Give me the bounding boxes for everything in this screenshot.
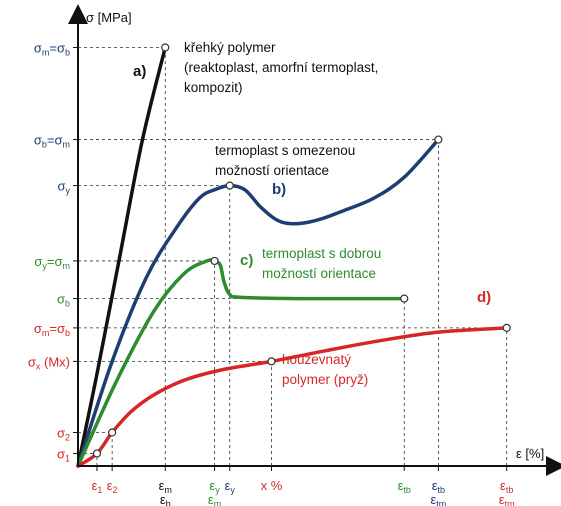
x-tick-label: εy​ [225, 478, 236, 495]
curve-annotations: a) křehký polymer (reaktoplast, amorfní te… [133, 40, 491, 387]
curve-marker [400, 294, 409, 303]
x-axis-label: ε [%] [516, 446, 544, 461]
y-tick-label: σb​ [57, 292, 70, 309]
curve-marker [161, 43, 170, 52]
curve-label-line: kompozit) [184, 80, 243, 95]
y-tick-label: σy​ [57, 179, 70, 196]
x-tick-label: εtb​ [398, 478, 411, 495]
x-tick-label: ε1​ [92, 478, 103, 495]
y-tick-label: σx​ (Mx) [28, 354, 70, 371]
x-tick-label-2: εtm​ [499, 492, 515, 506]
curve-a [76, 45, 168, 468]
curve-b [76, 137, 441, 468]
x-tick-label: x % [261, 478, 283, 493]
y-tick-label: σm​=σb​ [34, 321, 70, 338]
x-tick-label: εm​ [159, 478, 172, 495]
y-axis-label: σ [MPa] [86, 10, 132, 25]
x-tick-label-2: εtm​ [430, 492, 446, 506]
curve-marker [210, 256, 219, 266]
x-tick-label: εtb​ [500, 478, 513, 495]
curve-label-line: polymer (pryž) [282, 372, 368, 387]
curve-marker [267, 357, 276, 366]
curve-marker [225, 181, 234, 190]
y-tick-label: σm​=σb​ [34, 40, 70, 57]
curve-letter: a) [133, 63, 146, 80]
curve-markers [92, 43, 511, 458]
curve-label-line: možností orientace [262, 266, 376, 281]
curve-letter: b) [272, 181, 286, 198]
y-tick-label: σb​=σm​ [34, 133, 70, 150]
y-tick-labels: σm​=σb​ σb​=σm​ σy​ σy​=σm​ σb​ σm​=σb​ σx​ (M… [28, 40, 78, 463]
y-tick-label: σ2​ [57, 426, 70, 443]
curve-c [76, 258, 407, 468]
x-tick-labels: ε1​ε2​εm​εb​εy​εm​εy​x %εtb​εtb​εtm​εtb​… [92, 466, 515, 506]
curve-label-line: (reaktoplast, amorfní termoplast, [184, 60, 378, 75]
axes: σ [MPa] ε [%] [68, 4, 561, 476]
curve-label-line: houževnatý [282, 352, 351, 367]
curve-marker [92, 449, 102, 458]
curve-label-line: křehký polymer [184, 40, 276, 55]
x-tick-label: ε2​ [107, 478, 118, 495]
curve-marker [108, 428, 117, 437]
x-tick-label-2: εb​ [160, 492, 171, 506]
curve-marker [434, 135, 443, 144]
x-tick-label: εtb​ [432, 478, 445, 495]
curve-label-line: termoplast s omezenou [215, 143, 355, 158]
curve-label-line: možností orientace [215, 163, 329, 178]
curve-letter: c) [240, 252, 253, 269]
y-tick-label: σ1​ [57, 446, 70, 463]
curve-letter: d) [477, 289, 491, 306]
x-tick-label: εy​ [209, 478, 220, 495]
curve-marker [502, 323, 511, 332]
x-tick-label-2: εm​ [208, 492, 221, 506]
y-tick-label: σy​=σm​ [34, 254, 70, 271]
curve-d [76, 326, 509, 468]
curve-label-line: termoplast s dobrou [262, 246, 381, 261]
guide-lines [78, 47, 508, 466]
